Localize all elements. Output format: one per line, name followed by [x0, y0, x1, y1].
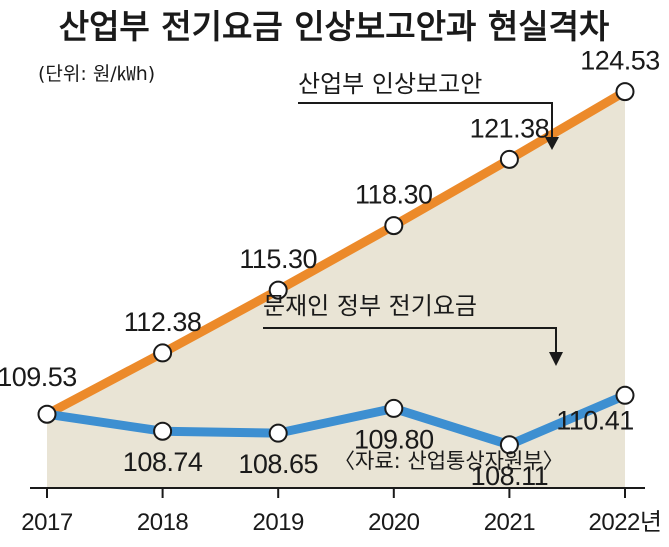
shaded-gap-area	[47, 91, 625, 488]
series-line-lower	[46, 391, 627, 450]
data-label-lower-2020: 109.80	[354, 424, 434, 454]
data-label-upper-2021: 121.38	[470, 113, 550, 143]
data-point-upper-2018	[153, 343, 173, 363]
source-note: 〈자료: 산업통상자원부〉	[334, 449, 564, 473]
data-label-upper-2019: 115.30	[239, 244, 317, 274]
data-point-upper-2017	[37, 404, 57, 424]
data-point-upper-2019	[268, 280, 288, 300]
data-point-lower-2020	[384, 398, 404, 418]
annotation-lower-leader	[263, 327, 557, 360]
x-tick-label-2018: 2018	[137, 509, 189, 536]
data-point-lower-2018	[153, 421, 173, 441]
data-label-lower-2022: 110.41	[556, 405, 634, 435]
data-point-lower-2019	[268, 423, 288, 443]
annotation-upper-arrowhead	[545, 137, 559, 150]
data-point-upper-2022	[615, 82, 635, 102]
data-label-lower-2021: 108.11	[471, 461, 549, 491]
x-axis-labels: 2017 2018 2019 2020 2021 2022년	[21, 509, 662, 536]
x-tick-label-2020: 2020	[368, 509, 420, 536]
series-line-upper	[44, 87, 628, 419]
annotation-upper-leader	[298, 102, 553, 145]
data-labels: 109.53 112.38 115.30 118.30 121.38 124.53 108.…	[0, 46, 660, 491]
x-tick-label-2021: 2021	[484, 509, 536, 536]
annotation-lower-arrowhead	[549, 352, 563, 366]
annotation-lower: 문재인 정부 전기요금	[263, 292, 477, 320]
x-axis-ticks	[46, 488, 626, 498]
data-label-upper-2017: 109.53	[0, 362, 77, 392]
data-point-lower-2021	[499, 435, 519, 455]
chart-title: 산업부 전기요금 인상보고안과 현실격차	[59, 7, 610, 46]
data-point-upper-2020	[384, 216, 404, 236]
data-point-lower-2022	[615, 385, 635, 405]
x-tick-label-2022: 2022년	[589, 509, 662, 536]
data-label-upper-2018: 112.38	[124, 307, 202, 337]
x-tick-label-2017: 2017	[21, 509, 73, 536]
data-label-lower-2019: 108.65	[238, 449, 318, 479]
x-tick-label-2019: 2019	[253, 509, 305, 536]
unit-label: (단위: 원/㎾h)	[38, 63, 155, 85]
data-point-upper-2021	[499, 149, 519, 169]
data-points	[37, 82, 635, 455]
data-label-upper-2020: 118.30	[355, 180, 433, 210]
data-label-upper-2022: 124.53	[580, 46, 660, 76]
data-label-lower-2018: 108.74	[123, 447, 203, 477]
annotation-upper: 산업부 인상보고안	[298, 70, 482, 98]
